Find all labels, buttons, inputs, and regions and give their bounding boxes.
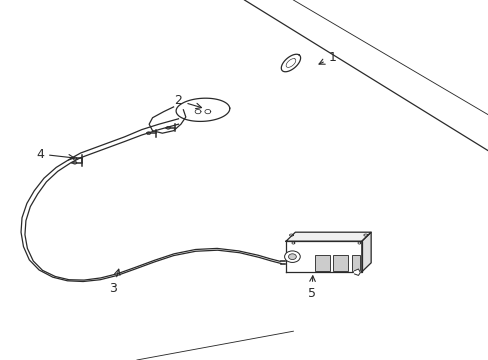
Polygon shape xyxy=(285,232,370,241)
Polygon shape xyxy=(176,98,229,121)
Polygon shape xyxy=(361,232,370,272)
Text: 2: 2 xyxy=(174,94,201,109)
Circle shape xyxy=(284,251,300,262)
Polygon shape xyxy=(285,241,361,272)
Polygon shape xyxy=(354,269,360,275)
Circle shape xyxy=(288,254,296,260)
Bar xyxy=(315,255,329,271)
Text: 3: 3 xyxy=(109,269,120,295)
Text: 5: 5 xyxy=(307,276,315,300)
Text: 1: 1 xyxy=(318,51,336,64)
Text: 4: 4 xyxy=(36,148,74,161)
Bar xyxy=(333,255,347,271)
Bar xyxy=(351,255,360,271)
